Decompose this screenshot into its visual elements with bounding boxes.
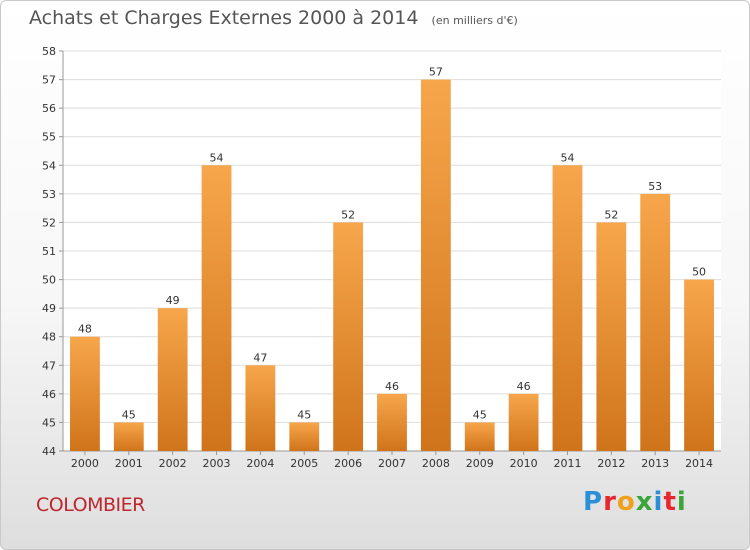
y-tick-label: 45 [42,416,56,429]
y-tick-label: 57 [42,74,56,87]
y-tick-label: 47 [42,359,56,372]
bar-value-label: 45 [122,408,136,421]
bar [377,393,407,451]
bar-value-label: 46 [385,380,399,393]
chart-title-block: Achats et Charges Externes 2000 à 2014 (… [29,7,518,29]
bar [508,393,539,451]
x-tick-label: 2011 [553,457,581,470]
x-tick-label: 2006 [334,457,362,470]
bar-value-label: 45 [297,408,311,421]
bar [464,422,495,451]
y-tick-label: 50 [42,274,56,287]
y-tick-label: 44 [42,445,56,458]
chart-subtitle: (en milliers d'€) [431,14,518,27]
bar-value-label: 54 [560,151,574,164]
y-tick-label: 48 [42,331,56,344]
bar-value-label: 49 [166,294,180,307]
bar [640,193,671,451]
x-tick-label: 2002 [159,457,187,470]
bar-value-label: 52 [341,208,355,221]
x-tick-label: 2003 [203,457,231,470]
bar-value-label: 47 [253,351,267,364]
y-tick-label: 56 [42,102,56,115]
x-tick-label: 2005 [290,457,318,470]
bar [684,279,714,451]
y-tick-label: 58 [42,45,56,58]
x-tick-label: 2000 [71,457,99,470]
x-tick-label: 2009 [466,457,494,470]
bar [333,222,364,451]
y-tick-label: 52 [42,216,56,229]
y-tick-label: 54 [42,159,56,172]
y-tick-label: 51 [42,245,56,258]
x-tick-label: 2007 [378,457,406,470]
bar [157,308,188,451]
bar-value-label: 45 [473,408,487,421]
y-tick-label: 46 [42,388,56,401]
x-tick-label: 2013 [641,457,669,470]
y-tick-label: 53 [42,188,56,201]
x-tick-label: 2012 [597,457,625,470]
bar-value-label: 46 [517,380,531,393]
commune-name: COLOMBIER [36,494,145,516]
proxiti-logo: Proxiti [583,487,687,517]
y-tick-label: 55 [42,131,56,144]
bar [245,365,276,451]
bar [201,165,232,452]
chart-title: Achats et Charges Externes 2000 à 2014 [29,7,419,29]
bar-value-label: 48 [78,323,92,336]
x-tick-label: 2004 [246,457,274,470]
bar-value-label: 54 [210,151,224,164]
x-tick-label: 2008 [422,457,450,470]
bar [552,165,583,452]
bar [289,422,320,451]
bar-value-label: 50 [692,266,706,279]
bar-value-label: 52 [604,208,618,221]
y-tick-label: 49 [42,302,56,315]
bar [70,336,100,451]
bar-value-label: 53 [648,180,662,193]
bar-value-label: 57 [429,66,443,79]
x-tick-label: 2014 [685,457,713,470]
bar [113,422,144,451]
bar [420,79,451,452]
x-tick-label: 2010 [510,457,538,470]
bar [596,222,627,451]
x-tick-label: 2001 [115,457,143,470]
